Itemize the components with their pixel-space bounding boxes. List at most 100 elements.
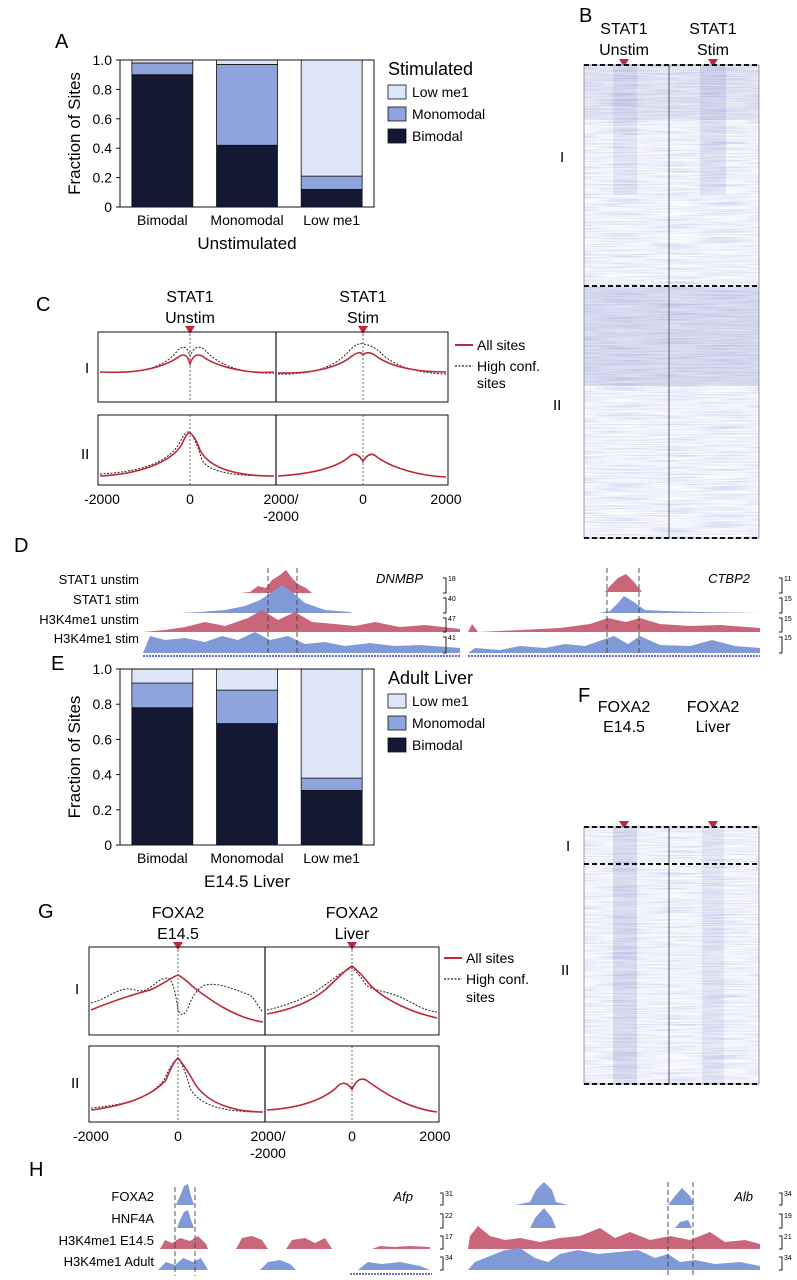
panel-letter-a: A <box>55 31 69 53</box>
chart-e-bar-monomodal-monomodal <box>216 689 278 724</box>
panel-letter-e: E <box>51 653 64 675</box>
heatmap-b-top-band <box>584 65 759 120</box>
heatmap-f-cluster2-label: II <box>561 962 569 979</box>
profile-c-r1-left-high-conf <box>99 346 275 374</box>
chart-a-bar-monomodal-monomodal <box>216 64 278 146</box>
chart-a-ytick-label-5: 1.0 <box>93 52 113 68</box>
panel-letter-d: D <box>14 535 28 557</box>
chart-e-ytick-label-1: 0.2 <box>93 802 113 818</box>
profile-c-legend-all: All sites <box>477 337 525 353</box>
track-h-left-foxa2 <box>176 1184 194 1205</box>
track-h-label-4: H3K4me1 Adult <box>64 1254 155 1269</box>
chart-a-bar-low-me1-low-me1 <box>300 59 363 177</box>
chart-a-legend-swatch-bimodal <box>387 128 407 144</box>
chart-e-bar-monomodal-bimodal <box>216 723 278 846</box>
profile-c-row1-label: I <box>85 360 89 377</box>
heatmap-f-cluster1-label: I <box>566 838 570 855</box>
profile-g-xtick-1: -2000 <box>73 1128 109 1144</box>
chart-a-xtick-label-0: Bimodal <box>137 212 188 228</box>
chart-a-bar-bimodal-monomodal <box>131 62 194 76</box>
chart-e-ytick-label-3: 0.6 <box>93 731 113 747</box>
track-h-right-h3k4me1-e145 <box>468 1226 760 1249</box>
track-h-label-3: H3K4me1 E14.5 <box>59 1233 154 1248</box>
track-d-left-scale-2: 40 <box>448 596 456 603</box>
track-d-right-scale-4: 15 <box>784 635 792 642</box>
chart-a-ytick-label-0: 0 <box>104 199 112 215</box>
heatmap-f-col2-line2: Liver <box>696 719 731 736</box>
chart-a-xtick-label-2: Low me1 <box>303 212 360 228</box>
chart-a-bar-monomodal-bimodal <box>216 144 278 208</box>
profile-g-row1-frame <box>88 946 440 1036</box>
heatmap-b-col2-line1: STAT1 <box>689 21 737 38</box>
profile-g-r1-left-all-sites <box>90 974 264 1023</box>
profile-c-r2-left-high-conf <box>99 431 275 477</box>
profile-c-xtick-5: 0 <box>359 491 367 507</box>
profile-g-r2-left-high-conf <box>90 1057 264 1113</box>
heatmap-b-col1-line1: STAT1 <box>600 21 648 38</box>
track-h-left-scale-bracket-2 <box>440 1213 444 1229</box>
heatmap-b-cluster2-band <box>584 286 759 386</box>
track-d-gene-right: CTBP2 <box>708 571 751 586</box>
profile-g-xtick-2: 0 <box>174 1128 182 1144</box>
profile-c-col1-line1: STAT1 <box>166 289 214 306</box>
heatmap-f-texture <box>584 827 759 1084</box>
chart-a-legend-swatch-low-me1 <box>387 84 407 100</box>
track-d-gene-left: DNMBP <box>376 571 423 586</box>
track-h-right-scale-bracket-2 <box>779 1213 783 1229</box>
profile-g-xtick-6: 2000 <box>419 1128 450 1144</box>
profile-c-legend-high-line2: sites <box>477 375 506 391</box>
chart-a-ytick-label-1: 0.2 <box>93 170 113 186</box>
track-h-label-2: HNF4A <box>111 1211 154 1226</box>
profile-g-r2-left-all-sites <box>90 1056 264 1113</box>
chart-e-legend-swatch-bimodal <box>387 737 407 753</box>
heatmap-f-center-stripe-1 <box>613 827 637 1084</box>
heatmap-f-col1-line2: E14.5 <box>603 719 645 736</box>
chart-e-legend-swatch-low-me1 <box>387 693 407 709</box>
profile-c-col1-line2: Unstim <box>165 310 215 327</box>
profile-g-col2-line1: FOXA2 <box>326 905 379 922</box>
heatmap-f-center-marker-1 <box>619 821 629 829</box>
chart-e-bar-monomodal-low-me1 <box>216 668 278 691</box>
panel-letter-b: B <box>579 5 592 27</box>
chart-e-xtick-label-2: Low me1 <box>303 850 360 866</box>
track-d-right-scale-bracket-2 <box>779 597 783 614</box>
track-h-right-h3k4me1-adult <box>468 1248 760 1270</box>
profile-plot-g: FOXA2 E14.5 FOXA2 Liver I II All sites H… <box>71 905 529 1161</box>
panel-letter-h: H <box>29 1159 43 1181</box>
heatmap-f-center-stripe-2 <box>702 827 724 1084</box>
profile-c-col2-line1: STAT1 <box>339 289 387 306</box>
track-h-right-scale-3: 21 <box>784 1234 792 1241</box>
chart-a-legend-label-monomodal: Monomodal <box>412 106 485 122</box>
track-h-right-scale-bracket-4 <box>779 1256 783 1271</box>
heatmap-b-center-marker-2 <box>708 59 718 67</box>
track-h-left-h3k4me1-e145 <box>160 1236 430 1249</box>
track-d-label-4: H3K4me1 stim <box>54 631 139 646</box>
chart-e-xlabel: E14.5 Liver <box>204 872 290 891</box>
profile-c-xtick-3: 2000/ <box>263 491 298 507</box>
track-h-left-scale-3: 17 <box>445 1234 453 1241</box>
chart-e-plot-frame <box>119 668 375 846</box>
panel-letter-f: F <box>578 685 590 707</box>
chart-e-xtick-label-1: Monomodal <box>210 850 283 866</box>
track-d-label-2: STAT1 stim <box>73 592 139 607</box>
chart-a-ylabel: Fraction of Sites <box>65 72 84 195</box>
heatmap-f: FOXA2 E14.5 FOXA2 Liver I II <box>561 699 760 1085</box>
heatmap-b-cluster2-label: II <box>553 397 561 414</box>
chart-e-bar-low-me1-low-me1 <box>300 668 363 779</box>
track-h-left-h3k4me1-adult <box>158 1258 430 1270</box>
chart-e-legend-label-low-me1: Low me1 <box>412 693 469 709</box>
track-d-right-stat1-stim <box>598 596 760 613</box>
track-d-right-scale-bracket-3 <box>779 617 783 633</box>
stacked-bar-chart-e: 0 0.2 0.4 0.6 0.8 1.0 Bimodal Monomodal Low me1 E… <box>65 661 485 891</box>
heatmap-b-col2-line2: Stim <box>697 42 729 59</box>
profile-c-xtick-2: 0 <box>186 491 194 507</box>
chart-e-legend-label-bimodal: Bimodal <box>412 737 463 753</box>
profile-c-xtick-1: -2000 <box>84 491 120 507</box>
profile-g-r2-right-all-sites <box>266 1078 438 1113</box>
track-d-left-scale-3: 47 <box>448 616 456 623</box>
chart-a-xtick-label-1: Monomodal <box>210 212 283 228</box>
heatmap-f-col1-line1: FOXA2 <box>598 699 651 716</box>
track-d-left-stat1-unstim <box>240 570 312 593</box>
profile-g-center-marker-1 <box>173 942 183 950</box>
